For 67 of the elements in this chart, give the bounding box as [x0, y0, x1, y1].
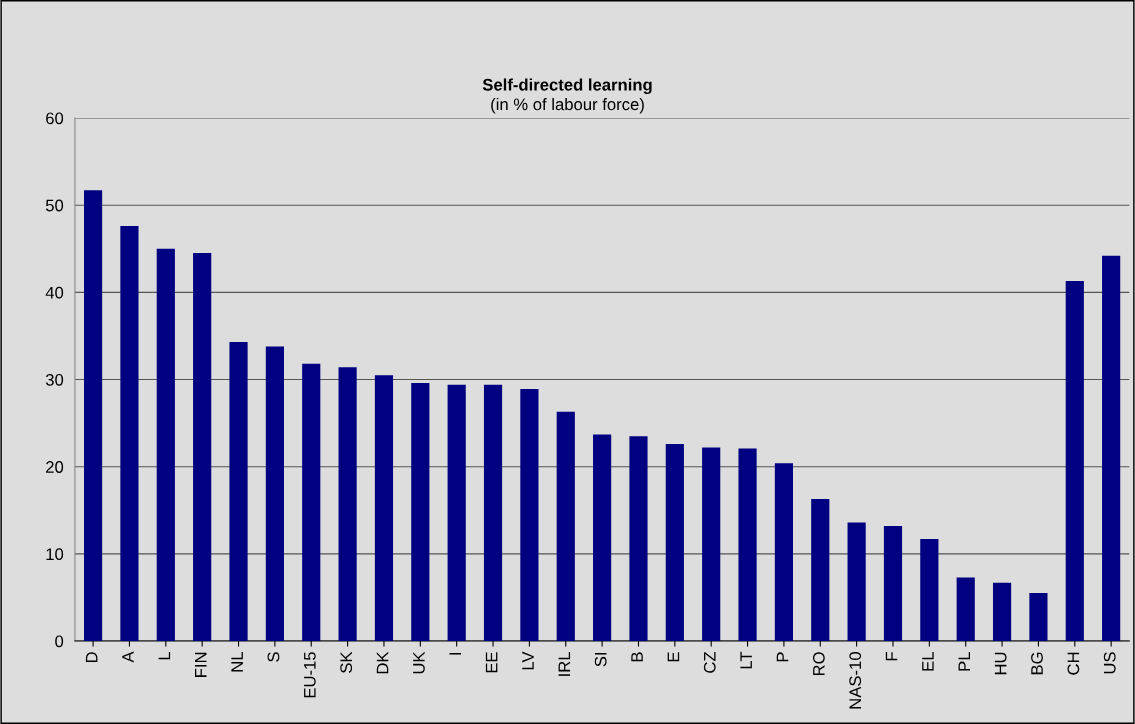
bar	[1065, 281, 1084, 642]
x-tick-label: RO	[812, 652, 825, 676]
bar	[738, 448, 757, 642]
y-tick-label: 10	[46, 548, 64, 561]
bar	[593, 434, 612, 642]
bar	[811, 498, 830, 642]
x-tick-label: IRL	[558, 652, 571, 676]
bar	[156, 248, 175, 642]
x-tick-label: UK	[413, 651, 425, 674]
chart-title: Self-directed learning	[482, 78, 652, 95]
bar	[302, 363, 321, 642]
bar	[84, 190, 103, 642]
y-tick-label: 20	[46, 461, 64, 473]
y-tick-label: 40	[45, 286, 64, 299]
x-tick-label: CZ	[703, 651, 716, 673]
x-tick-label: A	[122, 651, 134, 663]
bar	[520, 389, 539, 642]
bar	[774, 463, 793, 642]
x-tick-label: US	[1103, 652, 1116, 674]
x-tick-label: FIN	[195, 652, 207, 677]
bar	[920, 539, 939, 642]
chart-subtitle: (in % of labour force)	[491, 97, 644, 114]
x-tick-label: D	[85, 652, 98, 663]
bar	[120, 226, 139, 642]
bar	[483, 384, 503, 642]
x-tick-label: I	[449, 652, 461, 655]
x-tick-label: L	[158, 652, 171, 660]
bar	[1029, 593, 1048, 642]
x-tick-label: LT	[740, 651, 752, 669]
x-tick-label: S	[267, 652, 280, 662]
y-tick-label: 50	[45, 199, 64, 212]
x-tick-label: BG	[1031, 652, 1043, 675]
bar	[338, 367, 357, 642]
bar	[193, 253, 212, 642]
x-tick-label: NL	[231, 652, 243, 672]
bar	[629, 436, 648, 642]
x-tick-label: NAS-10	[849, 652, 862, 709]
x-tick-label: CH	[1067, 652, 1080, 675]
bar	[229, 342, 248, 642]
x-tick-label: B	[631, 652, 643, 662]
y-tick-label: 0	[55, 635, 64, 648]
x-tick-label: EL	[922, 652, 934, 671]
x-tick-label: LV	[522, 651, 534, 670]
bar	[265, 346, 284, 642]
x-tick-label: EE	[485, 652, 498, 673]
y-tick-label: 30	[45, 373, 64, 386]
x-tick-label: SK	[340, 651, 353, 673]
bar	[702, 447, 721, 642]
bar	[847, 522, 866, 642]
x-tick-label: EU-15	[304, 652, 316, 698]
bar	[374, 375, 394, 642]
x-tick-label: E	[667, 652, 680, 662]
bar	[411, 383, 430, 642]
x-tick-label: P	[776, 652, 789, 662]
x-tick-label: HU	[994, 652, 1007, 675]
x-tick-label: F	[885, 652, 898, 661]
bar	[883, 525, 903, 642]
bar	[956, 577, 975, 642]
x-tick-label: SI	[594, 652, 607, 667]
bar	[665, 444, 684, 642]
bar	[447, 384, 466, 642]
x-tick-label: DK	[376, 651, 389, 674]
bar	[992, 582, 1012, 642]
bar	[1102, 255, 1121, 642]
bar	[556, 411, 575, 642]
x-tick-label: PL	[958, 652, 971, 671]
y-tick-label: 60	[46, 112, 64, 125]
